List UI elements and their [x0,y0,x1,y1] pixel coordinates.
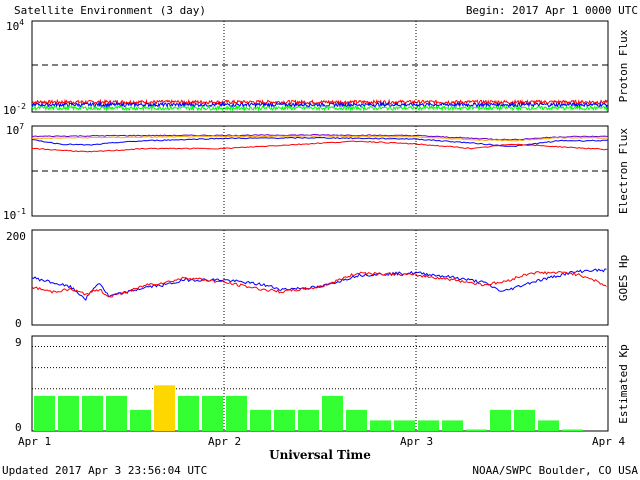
electron-series-orange [31,134,609,142]
credit-label: NOAA/SWPC Boulder, CO USA [472,464,638,477]
proton-ytick-top: 104 [6,18,24,33]
xtick-apr4: Apr 4 [592,435,625,448]
kp-bar-6 [178,395,199,431]
kp-frame [31,335,609,432]
electron-ytick-top-exp: 7 [19,122,24,131]
kp-panel [31,335,609,432]
kp-bar-12 [322,395,343,431]
y-tick-labels: 104 10-2 107 10-1 200 0 9 0 [3,18,26,434]
xtick-apr2: Apr 2 [208,435,241,448]
proton-frame [31,20,609,113]
kp-bar-19 [490,409,511,431]
chart-title: Satellite Environment (3 day) [14,4,206,17]
kp-bar-20 [514,409,535,431]
kp-ytick-bottom: 0 [15,421,22,434]
electron-series-red [31,140,609,153]
kp-bar-3 [106,395,127,431]
goes-hp-frame [31,229,609,326]
kp-bar-11 [298,409,319,431]
electron-ytick-bottom-exp: -1 [16,207,26,216]
kp-bar-4 [130,409,151,431]
electron-panel [31,125,609,217]
day-separator-lines [223,21,417,431]
electron-series-blue [31,136,608,148]
updated-label: Updated 2017 Apr 3 23:56:04 UTC [2,464,207,477]
kp-bar-8 [226,395,247,431]
x-axis-title: Universal Time [269,448,371,462]
hp-ytick-top: 200 [6,230,26,243]
electron-ytick-bottom: 10-1 [3,207,26,222]
kp-bar-14 [370,420,391,431]
kp-bar-0 [34,395,55,431]
kp-bar-9 [250,409,271,431]
proton-series-green [31,104,608,112]
electron-series-purple [31,133,609,141]
proton-ytick-bottom: 10-2 [3,102,26,117]
kp-bar-16 [418,420,439,431]
kp-bar-2 [82,395,103,431]
goes-hp-series-red [31,270,607,298]
electron-ylabel: Electron Flux [617,128,630,214]
kp-ytick-top: 9 [15,336,22,349]
goes-hp-series-blue [31,268,607,301]
kp-dotted-levels [32,346,608,390]
kp-ylabel: Estimated Kp [617,344,630,423]
kp-bar-1 [58,395,79,431]
kp-bar-18 [466,429,487,431]
begin-label: Begin: 2017 Apr 1 0000 UTC [466,4,638,17]
kp-bar-22 [562,429,583,431]
proton-ylabel: Proton Flux [617,29,630,102]
proton-ytick-top-exp: 4 [19,18,24,27]
proton-series-red [31,98,608,106]
proton-panel [31,20,609,113]
kp-bar-17 [442,420,463,431]
xtick-apr3: Apr 3 [400,435,433,448]
goes-hp-series-group [31,268,607,301]
goes-hp-panel [31,229,609,326]
xtick-apr1: Apr 1 [18,435,51,448]
proton-series-blue [31,101,608,109]
proton-series-group [31,98,608,112]
proton-ytick-bottom-exp: -2 [16,102,26,111]
kp-bar-10 [274,409,295,431]
kp-bar-5 [154,385,175,431]
electron-ytick-top: 107 [6,122,24,137]
kp-bar-13 [346,409,367,431]
kp-bar-group [34,385,583,431]
electron-series-group [31,133,609,153]
kp-bar-21 [538,420,559,431]
kp-bar-15 [394,420,415,431]
goes-hp-ylabel: GOES Hp [617,255,630,301]
kp-bar-7 [202,395,223,431]
hp-ytick-bottom: 0 [15,317,22,330]
